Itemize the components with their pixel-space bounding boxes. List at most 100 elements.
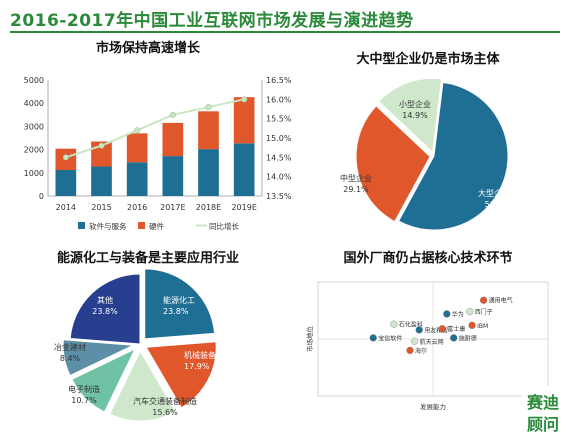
bar-y-tick-label: 4000 bbox=[24, 99, 44, 108]
bar-y2-tick-label: 13.5% bbox=[266, 192, 292, 201]
bar-y2-tick-label: 15.5% bbox=[266, 115, 292, 124]
bar-x-tick-label: 2014 bbox=[56, 203, 76, 212]
pie-slice bbox=[378, 77, 443, 154]
pie-slice-value: 23.8% bbox=[163, 307, 189, 316]
bar-y-tick-label: 3000 bbox=[24, 122, 44, 131]
pie-slice-value: 14.9% bbox=[402, 111, 428, 120]
pie-slice-value: 56.0% bbox=[485, 200, 511, 209]
pie-slice-label: 小型企业 bbox=[399, 99, 431, 109]
pie-slice bbox=[144, 268, 216, 340]
bar-y-tick-label: 0 bbox=[39, 192, 44, 201]
scatter-point bbox=[480, 296, 488, 304]
bar-software-service bbox=[233, 143, 255, 196]
bar-x-tick-label: 2015 bbox=[91, 203, 111, 212]
scatter-point-label: 用友精智 bbox=[424, 326, 448, 334]
bar-y-tick-label: 2000 bbox=[24, 146, 44, 155]
bar-y-tick-label: 5000 bbox=[24, 76, 44, 85]
scatter-point-label: 施耐德 bbox=[459, 334, 477, 342]
pie-slice-label: 机械装备 bbox=[184, 350, 216, 360]
growth-point bbox=[134, 127, 141, 134]
scatter-point-label: 宝信软件 bbox=[378, 334, 402, 342]
pie-slice-label: 电子制造 bbox=[68, 384, 100, 394]
pie-slice-value: 23.8% bbox=[92, 307, 118, 316]
scatter-point-label: 华为 bbox=[452, 310, 464, 318]
scatter-point-label: 通用电气 bbox=[489, 297, 513, 305]
company-pie-title: 大中型企业仍是市场主体 bbox=[356, 51, 500, 67]
bar-y2-tick-label: 14.5% bbox=[266, 153, 292, 162]
pie-slice bbox=[71, 347, 137, 413]
scatter-point bbox=[369, 334, 377, 342]
growth-point bbox=[98, 142, 105, 149]
pie-slice bbox=[397, 81, 509, 231]
brand-logo-line2: 顾问 bbox=[527, 415, 559, 434]
bar-x-tick-label: 2018E bbox=[196, 203, 221, 212]
scatter-point bbox=[468, 321, 476, 329]
bar-hardware bbox=[198, 111, 219, 150]
brand-logo-line1: 赛迪 bbox=[526, 393, 559, 412]
pie-slice-value: 8.4% bbox=[60, 354, 81, 363]
scatter-point bbox=[450, 334, 458, 342]
pie-slice bbox=[69, 273, 141, 345]
bar-y2-tick-label: 16.0% bbox=[266, 95, 292, 104]
growth-point bbox=[169, 111, 176, 118]
scatter-point-label: 海尔 bbox=[415, 347, 427, 355]
bar-software-service bbox=[198, 149, 219, 196]
scatter-point bbox=[466, 308, 474, 316]
bar-hardware bbox=[233, 97, 255, 144]
growth-line bbox=[65, 98, 245, 159]
bar-chart-title: 市场保持高速增长 bbox=[96, 40, 201, 56]
bar-hardware bbox=[162, 122, 184, 157]
growth-point bbox=[241, 96, 248, 103]
pie-slice-value: 10.7% bbox=[71, 396, 97, 405]
growth-point bbox=[62, 154, 69, 161]
bar-x-tick-label: 2019E bbox=[231, 203, 256, 212]
title-divider bbox=[10, 31, 560, 33]
pie-slice-label: 汽车交通装备制造 bbox=[133, 396, 197, 406]
scatter-point bbox=[406, 346, 414, 354]
scatter-point-label: IBM bbox=[477, 323, 488, 330]
bar-hardware bbox=[126, 133, 148, 163]
scatter-point-label: 航天云网 bbox=[420, 338, 444, 346]
scatter-point bbox=[438, 325, 446, 333]
bar-software-service bbox=[162, 156, 184, 196]
bar-software-service bbox=[91, 166, 112, 196]
pie-slice-label: 中型企业 bbox=[340, 173, 372, 183]
scatter-point-label: 富士康 bbox=[447, 325, 465, 333]
brand-logo-bg bbox=[522, 386, 564, 438]
legend-label: 同比增长 bbox=[209, 221, 239, 231]
pie-slice-value: 17.9% bbox=[184, 362, 210, 371]
scatter-point bbox=[411, 337, 419, 345]
scatter-point bbox=[390, 320, 398, 328]
legend-label: 软件与服务 bbox=[89, 221, 127, 231]
scatter-point bbox=[443, 310, 451, 318]
pie-slice-label: 其他 bbox=[97, 295, 113, 305]
page-title: 2016-2017年中国工业互联网市场发展与演进趋势 bbox=[10, 11, 414, 31]
pie-slice-label: 冶金建材 bbox=[54, 342, 86, 352]
scatter-y-label: 市场地位 bbox=[305, 326, 314, 353]
scatter-point-label: 石化盈科 bbox=[399, 321, 423, 329]
scatter-x-label: 发展能力 bbox=[420, 402, 446, 411]
bar-y2-tick-label: 16.5% bbox=[266, 76, 292, 85]
bar-x-tick-label: 2017E bbox=[160, 203, 185, 212]
pie-slice-value: 29.1% bbox=[343, 185, 369, 194]
pie-slice bbox=[62, 339, 136, 377]
bar-chart: 市场保持高速增长 0 1000 2000 3000 4000 5000 13.5% 14.0% 1… bbox=[24, 40, 292, 231]
pie-slice-label: 能源化工 bbox=[163, 295, 195, 305]
scatter-title: 国外厂商仍占据核心技术环节 bbox=[343, 250, 512, 266]
bar-software-service bbox=[126, 162, 148, 196]
pie-slice bbox=[145, 341, 217, 409]
legend-label: 硬件 bbox=[149, 221, 164, 231]
bar-y2-tick-label: 14.0% bbox=[266, 173, 292, 182]
industry-pie-title: 能源化工与装备是主要应用行业 bbox=[57, 250, 239, 266]
pie-slice-value: 15.6% bbox=[152, 408, 178, 417]
scatter-point bbox=[415, 326, 423, 334]
bar-y2-tick-label: 15.0% bbox=[266, 134, 292, 143]
scatter-point-label: 西门子 bbox=[475, 308, 493, 316]
pie-slice-label: 大型企业 bbox=[478, 188, 510, 198]
legend-swatch bbox=[78, 222, 85, 229]
pie-slice bbox=[355, 105, 431, 223]
